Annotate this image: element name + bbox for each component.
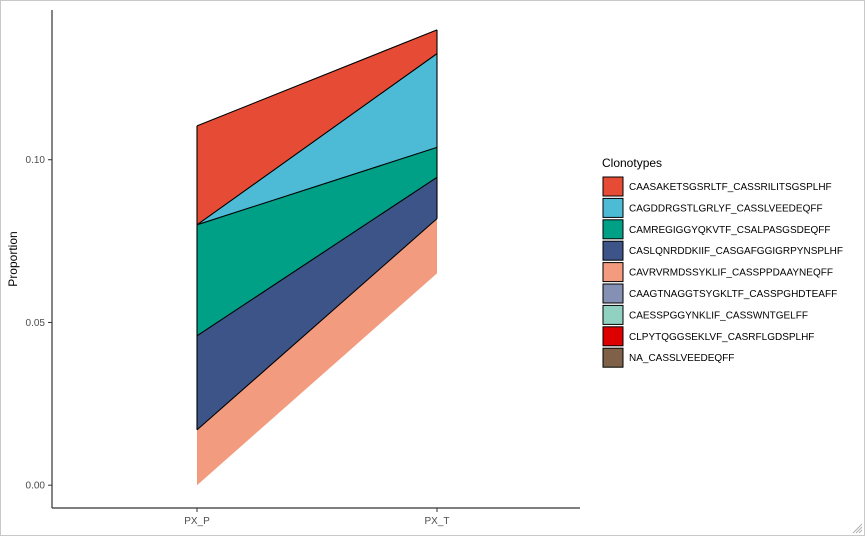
y-tick-label: 0.05	[26, 318, 46, 329]
x-tick-label: PX_P	[184, 516, 210, 527]
y-axis-title: Proportion	[6, 231, 20, 286]
axes-layer	[51, 10, 580, 509]
legend-label: CAVRVRMDSSYKLIF_CASSPPDAAYNEQFF	[629, 268, 833, 279]
x-tick-label: PX_T	[424, 516, 449, 527]
legend-label: CASLQNRDDKIIF_CASGAFGGIGRPYNSPLHF	[629, 246, 843, 257]
legend-key	[602, 283, 624, 304]
legend: Clonotypes CAASAKETSGSRLTF_CASSRILITSGSP…	[602, 156, 843, 368]
x-ticks: PX_P PX_T	[184, 508, 450, 527]
area-CAMREGIGGYQKVTF_CSALPASGSDEQFF	[197, 147, 437, 336]
boundary-line-CAGDDRGSTLGRLYF_CASSLVEEDEQFF	[196, 53, 438, 226]
legend-label: CAAGTNAGGTSYGKLTF_CASSPGHDTEAFF	[629, 289, 837, 300]
boundary-line-CAASAKETSGSRLTF_CASSRILITSGSPLHF	[196, 29, 438, 127]
legend-label: CAGDDRGSTLGRLYF_CASSLVEEDEQFF	[629, 203, 823, 214]
legend-label: CAASAKETSGSRLTF_CASSRILITSGSPLHF	[629, 182, 832, 193]
legend-key	[602, 304, 624, 325]
legend-key	[602, 347, 624, 368]
boundary-line-CASLQNRDDKIIF_CASGAFGGIGRPYNSPLHF	[196, 176, 438, 337]
boundary-line-CAVRVRMDSSYKLIF_CASSPPDAAYNEQFF	[196, 218, 438, 431]
boundary-line-CAMREGIGGYQKVTF_CSALPASGSDEQFF	[196, 146, 438, 226]
legend-label: CAMREGIGGYQKVTF_CSALPASGSDEQFF	[629, 225, 831, 236]
legend-key	[602, 262, 624, 283]
area-CAASAKETSGSRLTF_CASSRILITSGSPLHF	[197, 29, 437, 225]
legend-key	[602, 197, 624, 218]
legend-label: CLPYTQGGSEKLVF_CASRFLGDSPLHF	[629, 332, 814, 343]
y-tick-label: 0.10	[26, 155, 46, 166]
legend-key	[602, 176, 624, 197]
legend-title: Clonotypes	[602, 156, 662, 170]
area-CASLQNRDDKIIF_CASGAFGGIGRPYNSPLHF	[197, 177, 437, 430]
y-tick-label: 0.00	[26, 481, 46, 492]
legend-label: NA_CASSLVEEDEQFF	[629, 353, 734, 364]
legend-key	[602, 219, 624, 240]
y-ticks: 0.00 0.05 0.10	[26, 155, 52, 492]
area-layer	[196, 29, 438, 486]
legend-key	[602, 326, 624, 347]
legend-label: CAESSPGGYNKLIF_CASSWNTGELFF	[629, 310, 808, 321]
resize-grip-icon[interactable]	[851, 522, 863, 534]
area-CAVRVRMDSSYKLIF_CASSPPDAAYNEQFF	[197, 218, 437, 486]
legend-key	[602, 240, 624, 261]
